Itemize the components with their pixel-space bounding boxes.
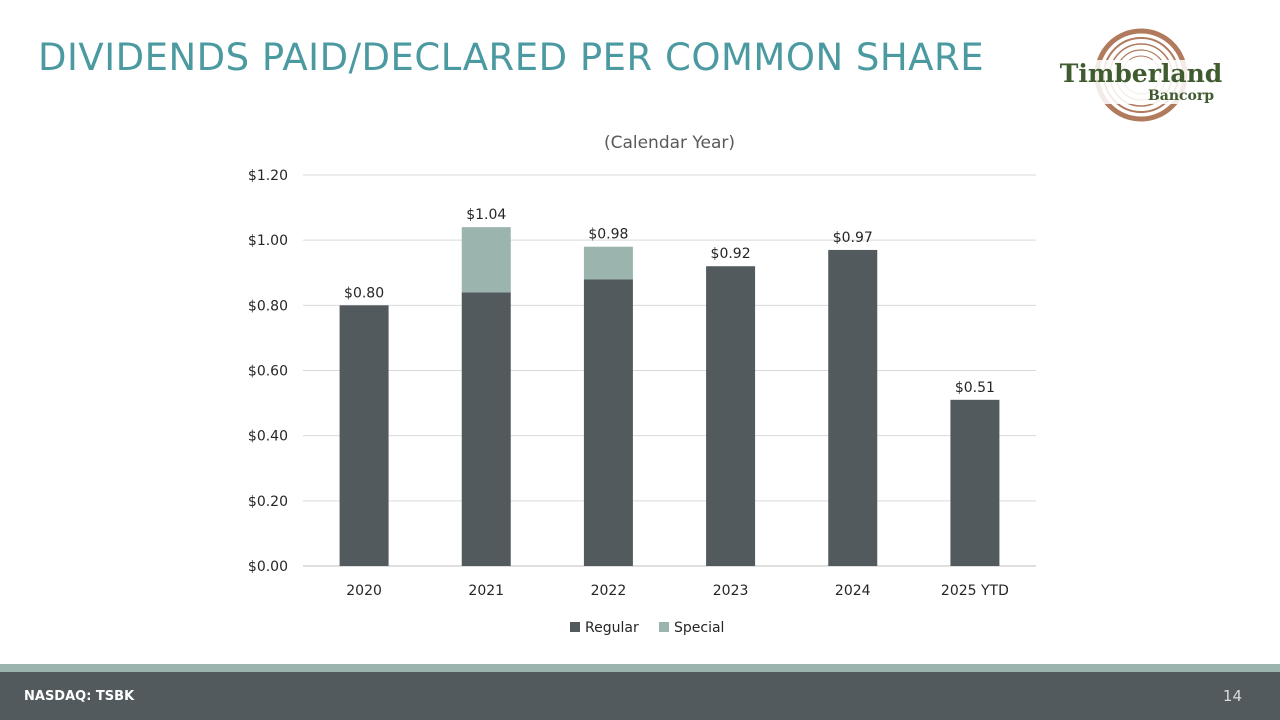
legend-swatch-special [659,622,669,632]
chart-title: (Calendar Year) [604,133,735,153]
data-label: $0.98 [588,227,628,243]
page-number: 14 [1222,687,1242,705]
legend-label: Regular [585,620,639,636]
logo-line-1: Timberland [1060,59,1222,88]
x-tick-label: 2025 YTD [941,583,1009,599]
bar-regular [706,266,756,566]
logo-line-2: Bancorp [1148,88,1214,104]
data-label: $0.92 [711,246,751,262]
data-label: $0.80 [344,285,384,301]
x-tick-label: 2024 [835,583,871,599]
bar-regular [950,399,1000,566]
x-tick-label: 2022 [591,583,627,599]
timberland-logo: Timberland Bancorp [1057,28,1225,122]
x-tick-label: 2023 [713,583,749,599]
y-tick-label: $1.00 [248,233,288,249]
y-tick-label: $0.20 [248,494,288,510]
y-tick-label: $0.00 [248,559,288,575]
y-tick-label: $0.40 [248,429,288,445]
bar-regular [461,292,511,566]
bar-regular [339,305,389,566]
ticker-label: NASDAQ: TSBK [24,689,135,704]
y-tick-label: $1.20 [248,168,288,184]
bar-special [461,227,511,293]
page-title: DIVIDENDS PAID/DECLARED PER COMMON SHARE [38,36,985,79]
footer-bar: NASDAQ: TSBK 14 [0,672,1280,720]
bar-regular [828,249,878,567]
y-tick-label: $0.60 [248,364,288,380]
bar-regular [583,279,633,566]
data-label: $0.97 [833,230,873,246]
data-label: $0.51 [955,380,995,396]
bar-special [583,246,633,280]
legend-swatch-regular [570,622,580,632]
dividends-chart: (Calendar Year) $0.00 $0.20 $0.40 $0.60 $0.80… [248,133,1036,636]
data-label: $1.04 [466,207,506,223]
x-tick-label: 2021 [468,583,504,599]
footer-stripe [0,664,1280,672]
y-tick-label: $0.80 [248,298,288,314]
legend-label: Special [674,620,724,636]
x-tick-label: 2020 [346,583,382,599]
